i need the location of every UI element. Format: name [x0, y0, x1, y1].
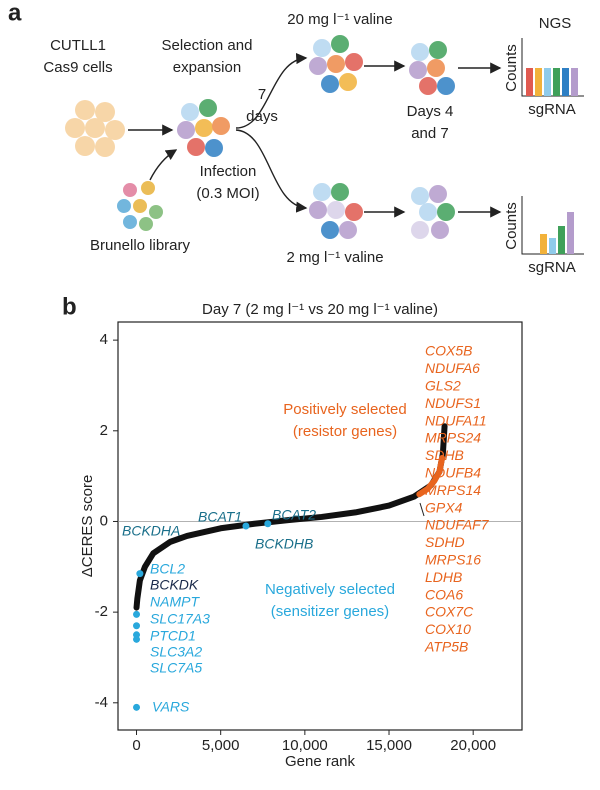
mini-bar-chart: [521, 38, 584, 255]
label: (0.3 MOI): [196, 185, 259, 202]
x-tick-label: 15,000: [366, 737, 412, 754]
label: 7: [258, 86, 266, 103]
label: Selection and: [162, 37, 253, 54]
arrow: [149, 149, 178, 181]
y-axis-label: ΔCERES score: [79, 475, 96, 578]
label: 2 mg l⁻¹ valine: [286, 249, 383, 266]
label: sgRNA: [528, 259, 576, 276]
gene-label: COA6: [425, 586, 463, 602]
gene-label: BCKDHA: [122, 523, 180, 539]
y-tick-label: 0: [100, 512, 108, 529]
cells: [65, 35, 455, 239]
gene-label: SLC3A2: [150, 644, 202, 660]
label: CUTLL1: [50, 37, 106, 54]
chart-title: Day 7 (2 mg l⁻¹ vs 20 mg l⁻¹ valine): [202, 301, 438, 318]
data-point: [136, 570, 144, 578]
label: sgRNA: [528, 101, 576, 118]
gene-label: PTCD1: [150, 628, 196, 644]
label: Counts: [503, 44, 520, 92]
label: Infection: [200, 163, 257, 180]
gene-label: LDHB: [425, 569, 462, 585]
annotation: (sensitizer genes): [271, 603, 389, 620]
panel-a: a CUTLL1 Cas9 cells Selection and expans…: [8, 0, 584, 276]
label: days: [246, 108, 278, 125]
y-tick-label: -4: [95, 694, 108, 711]
data-line: [416, 455, 446, 498]
data-point: [133, 703, 141, 711]
label: expansion: [173, 59, 241, 76]
annotation: Positively selected: [283, 401, 406, 418]
gene-label: BCAT2: [272, 507, 316, 523]
gene-label: MRPS14: [425, 482, 481, 498]
data-point: [264, 520, 272, 528]
gene-label: MRPS16: [425, 552, 481, 568]
gene-label: NDUFB4: [425, 465, 481, 481]
data-point: [133, 622, 141, 630]
x-axis-label: Gene rank: [285, 753, 356, 770]
gene-label: BCAT1: [198, 509, 242, 525]
annotation: (resistor genes): [293, 423, 397, 440]
gene-label: COX10: [425, 621, 471, 637]
gene-label: NAMPT: [150, 594, 200, 610]
gene-label: BCKDK: [150, 577, 199, 593]
panel-label: b: [62, 293, 77, 320]
gene-label: SLC7A5: [150, 660, 202, 676]
gene-label: NDUFA11: [425, 412, 487, 428]
gene-label: GPX4: [425, 499, 463, 515]
label: Days 4: [407, 103, 454, 120]
gene-label: BCL2: [150, 561, 185, 577]
gene-label: NDUFAF7: [425, 517, 490, 533]
gene-label: ATP5B: [424, 639, 468, 655]
leader: [419, 502, 425, 517]
y-tick-label: 2: [100, 422, 108, 439]
x-tick-label: 10,000: [282, 737, 328, 754]
label: Counts: [503, 202, 520, 250]
label: Brunello library: [90, 237, 191, 254]
x-tick-label: 5,000: [202, 737, 240, 754]
data-point: [242, 522, 250, 530]
gene-label: MRPS24: [425, 430, 481, 446]
arrow: [235, 52, 308, 129]
label: 20 mg l⁻¹ valine: [287, 11, 392, 28]
annotation: Negatively selected: [265, 581, 395, 598]
gene-label: GLS2: [425, 378, 461, 394]
gene-label: NDUFA6: [425, 360, 480, 376]
gene-label: COX7C: [425, 604, 474, 620]
gene-label: SLC17A3: [150, 611, 210, 627]
x-tick-label: 0: [132, 737, 140, 754]
label: NGS: [539, 15, 572, 32]
gene-label: SDHB: [425, 447, 464, 463]
label: Cas9 cells: [43, 59, 112, 76]
data-point: [133, 610, 141, 618]
x-tick-label: 20,000: [450, 737, 496, 754]
gene-label: BCKDHB: [255, 536, 313, 552]
panel-label: a: [8, 0, 22, 26]
gene-label: VARS: [152, 699, 190, 715]
y-tick-label: 4: [100, 331, 108, 348]
data-point: [133, 631, 141, 639]
gene-label: NDUFS1: [425, 395, 481, 411]
arrow: [235, 129, 308, 213]
label: and 7: [411, 125, 449, 142]
gene-label: SDHD: [425, 534, 465, 550]
gene-label: COX5B: [425, 343, 472, 359]
y-tick-label: -2: [95, 603, 108, 620]
plot-frame: [117, 321, 523, 731]
